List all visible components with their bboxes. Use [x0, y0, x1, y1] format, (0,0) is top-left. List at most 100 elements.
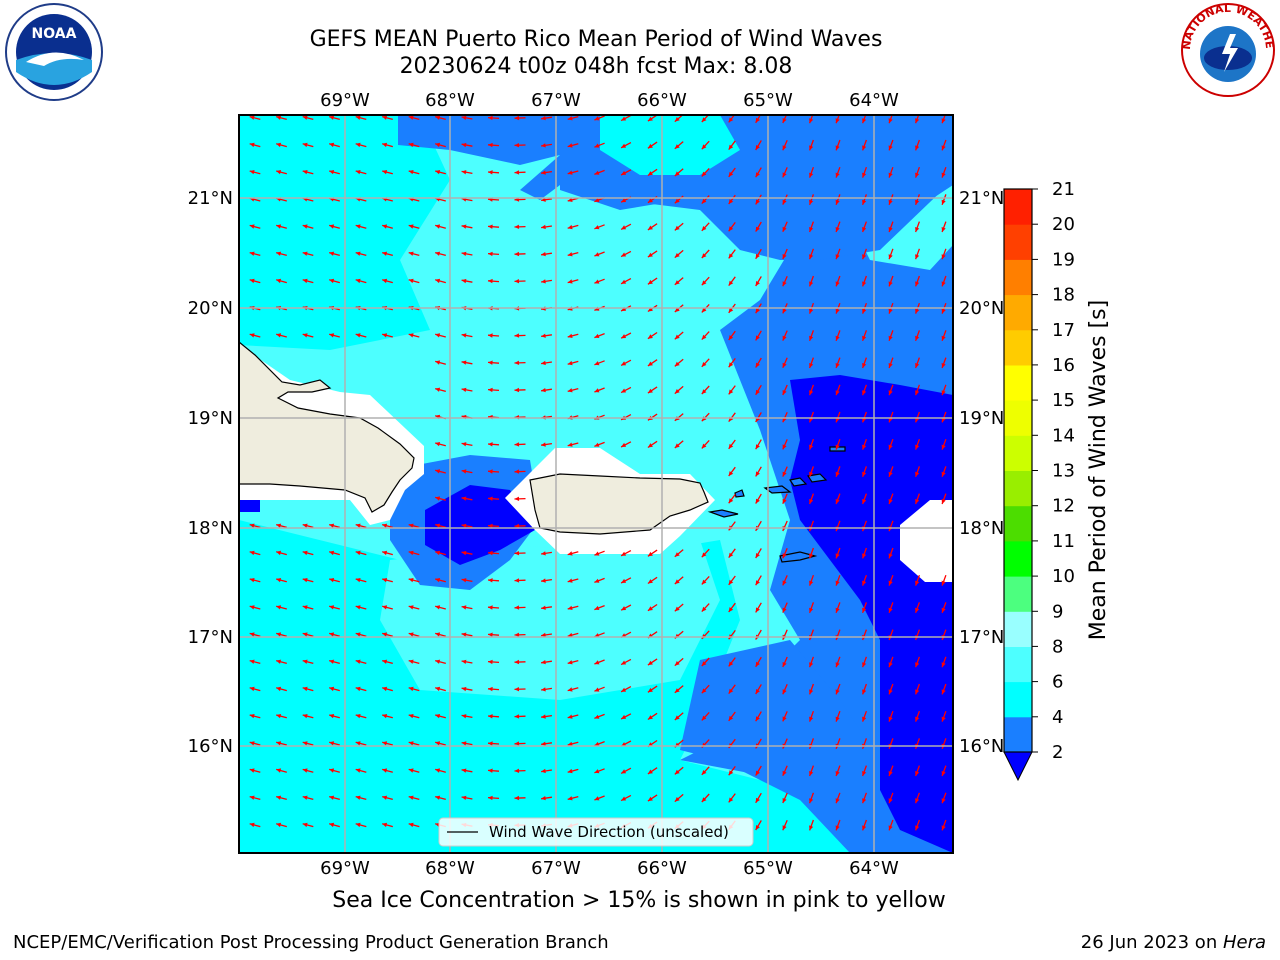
wind-arrow-head	[249, 822, 255, 828]
wind-arrow-head	[382, 333, 388, 338]
chart-subtitle: 20230624 t00z 048h fcst Max: 8.08	[399, 54, 793, 79]
wind-arrow-head	[276, 278, 282, 284]
wind-arrow-head	[941, 145, 946, 151]
wind-arrow-head	[621, 687, 627, 692]
wind-arrow-head	[408, 251, 414, 256]
wind-arrow-head	[809, 308, 814, 314]
wind-arrow-head	[276, 632, 282, 637]
colorbar-tick-label: 11	[1052, 531, 1075, 552]
wind-arrow-head	[621, 143, 627, 148]
wind-arrow-head	[594, 225, 600, 230]
wind-arrow-head	[276, 224, 282, 229]
wind-arrow-head	[862, 199, 867, 205]
wind-arrow-head	[915, 771, 920, 776]
wind-arrow-head	[594, 578, 600, 583]
wind-arrow-head	[567, 360, 573, 366]
wind-arrow-head	[461, 170, 467, 175]
wind-arrow-head	[888, 227, 893, 232]
wind-arrow-head	[915, 390, 920, 396]
wind-arrow-head	[541, 360, 546, 366]
wind-arrow-head	[809, 227, 814, 232]
wind-arrow-head	[567, 197, 573, 202]
wind-arrow-head	[888, 145, 893, 151]
colorbar-tick-label: 10	[1052, 566, 1075, 587]
wind-arrow-head	[382, 278, 388, 284]
wind-arrow-head	[915, 716, 920, 722]
lat-label: 19°N	[188, 408, 233, 429]
wind-arrow-head	[728, 770, 734, 776]
colorbar-segment	[1004, 470, 1032, 507]
wind-arrow-head	[461, 768, 467, 773]
wind-arrow-head	[809, 172, 814, 178]
wind-arrow-head	[755, 471, 760, 477]
wind-arrow-head	[329, 822, 335, 828]
colorbar-tick-label: 4	[1052, 707, 1063, 728]
wind-arrow-head	[621, 551, 627, 556]
wind-arrow-head	[302, 659, 308, 664]
wind-arrow-head	[461, 741, 467, 746]
colorbar-tick-label: 15	[1052, 390, 1075, 411]
wind-arrow-head	[809, 118, 814, 124]
wind-arrow-head	[755, 661, 760, 667]
wind-arrow-head	[355, 605, 361, 610]
wind-arrow-head	[621, 660, 627, 665]
wind-arrow-head	[782, 226, 787, 232]
wind-arrow-head	[408, 714, 414, 719]
wind-arrow-head	[835, 689, 840, 695]
colorbar-tick-label: 14	[1052, 425, 1075, 446]
region-blue-upper	[398, 115, 953, 260]
lon-label: 66°W	[637, 90, 687, 111]
wind-arrow-head	[888, 771, 893, 776]
wind-arrow-head	[755, 226, 760, 232]
wind-arrow-head	[594, 660, 600, 665]
wind-arrow-head	[329, 523, 335, 528]
wind-arrow-head	[408, 578, 414, 583]
wind-arrow-head	[355, 115, 361, 120]
colorbar-segment	[1004, 716, 1032, 753]
colorbar-tick-label: 2	[1052, 742, 1063, 763]
wind-arrow-head	[835, 227, 840, 232]
wind-arrow-head	[408, 659, 414, 664]
wind-arrow-head	[621, 334, 627, 339]
wind-arrow-head	[674, 198, 680, 204]
wind-arrow-head	[408, 523, 414, 528]
wind-arrow-head	[488, 768, 493, 773]
wind-arrow-head	[835, 444, 840, 450]
wind-arrow-head	[567, 170, 573, 175]
noaa-logo-text: NOAA	[32, 26, 77, 42]
wind-arrow-head	[941, 444, 946, 450]
wind-arrow-head	[621, 225, 627, 230]
wind-arrow-head	[647, 796, 653, 802]
colorbar-tick-label: 21	[1052, 179, 1075, 200]
footer-credit: NCEP/EMC/Verification Post Processing Pr…	[13, 932, 609, 953]
footer-date-text: 26 Jun 2023 on	[1080, 932, 1223, 953]
wind-arrow-head	[888, 335, 893, 341]
wind-arrow-head	[915, 825, 920, 831]
wind-arrow-head	[594, 279, 600, 284]
wind-arrow-head	[674, 280, 680, 285]
noaa-logo: NOAA	[4, 2, 104, 106]
wind-arrow-head	[782, 471, 787, 477]
wind-arrow-head	[249, 714, 255, 719]
wind-arrow-head	[594, 333, 600, 338]
lat-labels-right: 21°N 20°N 19°N 18°N 17°N 16°N	[959, 188, 1004, 757]
wind-arrow-head	[541, 605, 546, 610]
wind-arrow-head	[408, 686, 414, 692]
wind-arrow-head	[435, 360, 441, 365]
wind-arrow-head	[647, 198, 653, 203]
wind-arrow-head	[567, 578, 573, 583]
wind-arrow-head	[674, 688, 680, 693]
wind-arrow-head	[728, 362, 734, 368]
wind-arrow-head	[435, 523, 441, 528]
wind-arrow-head	[514, 251, 520, 257]
wind-arrow-head	[782, 199, 787, 205]
wind-arrow-head	[647, 687, 653, 693]
wind-arrow-head	[701, 226, 707, 231]
wind-arrow-head	[835, 172, 840, 178]
wind-arrow-head	[435, 442, 441, 447]
wind-arrow-head	[355, 170, 361, 175]
wind-arrow-head	[514, 632, 520, 637]
wind-arrow-head	[674, 443, 680, 448]
wind-arrow-head	[621, 306, 627, 311]
wind-arrow-head	[835, 798, 840, 804]
